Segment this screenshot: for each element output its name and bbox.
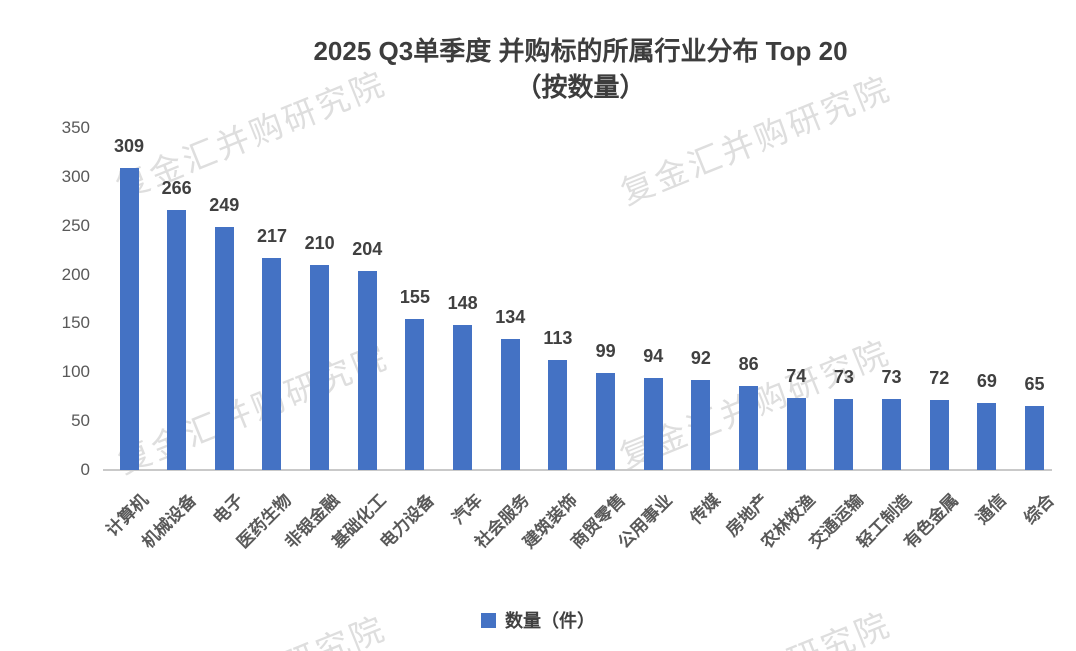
data-label: 72 — [929, 367, 950, 388]
data-label: 249 — [209, 194, 240, 215]
bar-有色金属 — [929, 399, 949, 470]
bar-机械设备 — [167, 210, 187, 470]
bar-汽车 — [453, 325, 473, 470]
data-label: 113 — [543, 327, 573, 348]
data-label: 69 — [976, 370, 997, 391]
y-tick-label: 350 — [61, 118, 90, 137]
data-label: 86 — [738, 353, 759, 374]
data-label: 148 — [447, 293, 478, 314]
bar-公用事业 — [643, 378, 663, 470]
y-tick-label: 50 — [71, 411, 90, 431]
data-label: 217 — [256, 225, 287, 246]
data-label: 99 — [595, 341, 616, 362]
bar-轻工制造 — [882, 398, 902, 470]
bar-电子 — [214, 226, 234, 470]
y-tick-label: 150 — [61, 313, 90, 333]
data-label: 309 — [113, 136, 145, 157]
chart-title-line2: （按数量） — [515, 72, 646, 102]
bar-社会服务 — [500, 339, 520, 470]
data-label: 74 — [786, 365, 807, 386]
bar-综合 — [1025, 406, 1045, 470]
data-label: 204 — [352, 238, 383, 259]
bar-农林牧渔 — [786, 397, 806, 470]
bar-计算机 — [119, 168, 139, 470]
y-tick-label: 250 — [61, 215, 90, 235]
bar-基础化工 — [357, 270, 377, 470]
x-axis-line — [103, 469, 1052, 471]
chart-title-line1: 2025 Q3单季度 并购标的所属行业分布 Top 20 — [313, 36, 848, 66]
y-tick-label: 300 — [61, 166, 90, 186]
watermark: 复金汇并购研究院 — [112, 338, 394, 481]
data-label: 155 — [399, 286, 430, 307]
bar-交通运输 — [834, 398, 854, 470]
data-label: 210 — [304, 232, 335, 253]
data-label: 73 — [833, 366, 854, 387]
data-label: 65 — [1024, 374, 1045, 395]
y-tick-label: 200 — [61, 264, 90, 284]
bar-非银金融 — [310, 264, 330, 470]
y-tick-label: 0 — [80, 460, 90, 479]
bar-建筑装饰 — [548, 359, 568, 470]
legend-swatch-icon — [481, 612, 496, 628]
data-label: 73 — [881, 366, 902, 387]
bar-通信 — [977, 402, 997, 470]
legend-series-label: 数量（件） — [505, 611, 595, 631]
bar-电力设备 — [405, 318, 425, 470]
data-label: 266 — [161, 178, 192, 199]
data-label: 134 — [495, 307, 526, 328]
legend: 数量（件） — [0, 607, 1076, 633]
bar-医药生物 — [262, 257, 282, 470]
chart-title: 2025 Q3单季度 并购标的所属行业分布 Top 20 （按数量） — [85, 33, 1076, 105]
data-label: 94 — [643, 346, 664, 367]
bar-商贸零售 — [596, 373, 616, 470]
bar-房地产 — [739, 385, 759, 470]
data-label: 92 — [690, 348, 711, 369]
bar-传媒 — [691, 380, 711, 470]
y-tick-label: 100 — [61, 362, 90, 382]
